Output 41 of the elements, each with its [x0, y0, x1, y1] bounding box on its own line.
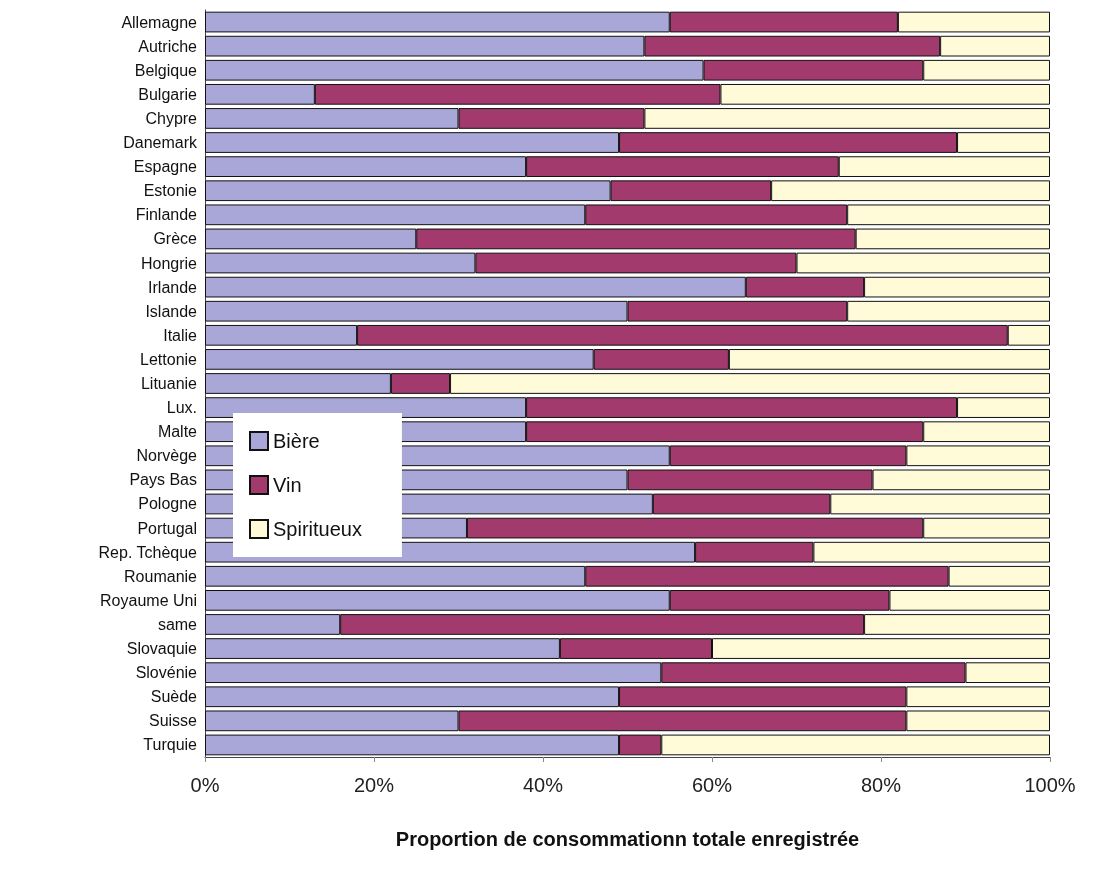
- y-tick-label: Autriche: [138, 37, 198, 55]
- x-tick-label: 0%: [190, 774, 220, 796]
- x-tick-label: 80%: [860, 774, 902, 796]
- x-tick-label: 100%: [1024, 774, 1076, 796]
- y-tick-label: Grèce: [153, 230, 198, 248]
- x-tick-label: 40%: [522, 774, 564, 796]
- y-tick-label: Hongrie: [140, 254, 198, 272]
- y-tick-label: Estonie: [143, 182, 198, 200]
- y-tick-label: Turquie: [143, 736, 198, 754]
- y-tick-label: same: [157, 615, 198, 633]
- y-tick-label: Pays Bas: [129, 471, 197, 489]
- y-tick-label: Bulgarie: [138, 85, 198, 103]
- y-tick-label: Roumanie: [124, 567, 198, 585]
- y-tick-label: Lettonie: [140, 350, 198, 368]
- legend-label: Bière: [273, 430, 320, 452]
- y-tick-label: Finlande: [135, 206, 198, 224]
- legend-label: Spiritueux: [273, 518, 362, 540]
- y-tick-label: Irlande: [148, 278, 198, 296]
- y-tick-label: Pologne: [138, 495, 198, 513]
- y-tick-label: Allemagne: [121, 13, 198, 31]
- y-tick-label: Norvège: [136, 447, 198, 465]
- x-axis-title: Proportion de consommationn totale enregistrée: [395, 828, 860, 850]
- y-tick-label: Lituanie: [140, 375, 198, 392]
- y-tick-label: Belgique: [134, 61, 198, 79]
- y-tick-label: Islande: [145, 302, 198, 320]
- x-tick-label: 20%: [353, 774, 395, 796]
- y-tick-label: Italie: [163, 326, 198, 344]
- y-tick-label: Espagne: [133, 158, 198, 176]
- y-tick-label: Portugal: [137, 519, 197, 537]
- y-tick-label: Suède: [150, 688, 198, 706]
- y-tick-label: Rep. Tchèque: [98, 543, 198, 561]
- y-tick-label: Slovaquie: [126, 640, 198, 658]
- y-tick-label: Royaume Uni: [100, 591, 197, 609]
- y-tick-label: Malte: [157, 423, 198, 441]
- legend-label: Vin: [273, 474, 302, 496]
- y-tick-label: Danemark: [123, 134, 198, 152]
- y-tick-label: Chypre: [145, 109, 198, 127]
- y-tick-label: Suisse: [148, 712, 198, 730]
- y-tick-label: Slovénie: [135, 664, 198, 682]
- x-tick-label: 60%: [691, 774, 733, 796]
- y-tick-label: Lux.: [166, 399, 197, 417]
